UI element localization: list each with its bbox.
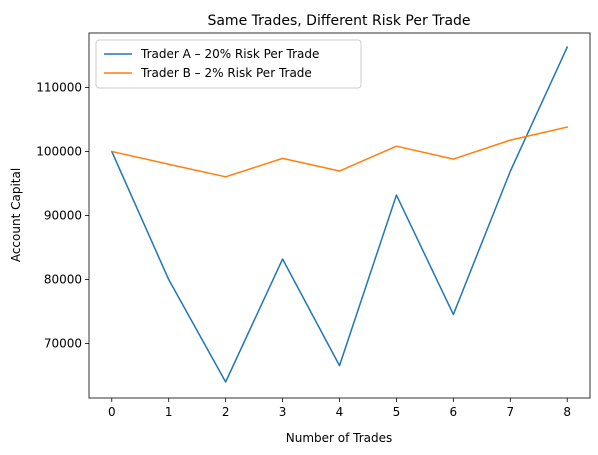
y-axis-ticks: 70000 80000 90000 100000 110000 [36, 80, 89, 351]
x-tick-label: 1 [165, 405, 173, 419]
plot-frame [88, 32, 591, 399]
legend-box [95, 39, 362, 89]
x-tick-label: 5 [393, 405, 401, 419]
series-line-trader-a [110, 46, 569, 383]
x-tick-label: 6 [450, 405, 458, 419]
y-tick-label: 80000 [44, 273, 82, 287]
x-tick-label: 7 [506, 405, 514, 419]
x-tick-label: 3 [279, 405, 287, 419]
legend-label-trader-a: Trader A – 20% Risk Per Trade [140, 47, 319, 61]
legend-label-trader-b: Trader B – 2% Risk Per Trade [140, 66, 312, 80]
x-tick-label: 2 [222, 405, 230, 419]
series-layer [110, 46, 569, 383]
x-axis-label: Number of Trades [286, 431, 393, 445]
plot-area [89, 33, 590, 398]
x-tick-label: 8 [563, 405, 571, 419]
x-tick-label: 0 [108, 405, 116, 419]
y-tick-label: 110000 [36, 80, 82, 94]
x-tick-label: 4 [336, 405, 344, 419]
legend: Trader A – 20% Risk Per Trade Trader B –… [95, 39, 362, 89]
chart-title: Same Trades, Different Risk Per Trade [207, 13, 470, 29]
y-tick-label: 70000 [44, 337, 82, 351]
series-line-trader-b [110, 126, 569, 178]
x-axis-ticks: 0 1 2 3 4 5 6 7 8 [108, 398, 571, 419]
y-tick-label: 100000 [36, 144, 82, 158]
y-tick-label: 90000 [44, 209, 82, 223]
y-axis-label: Account Capital [9, 168, 23, 262]
